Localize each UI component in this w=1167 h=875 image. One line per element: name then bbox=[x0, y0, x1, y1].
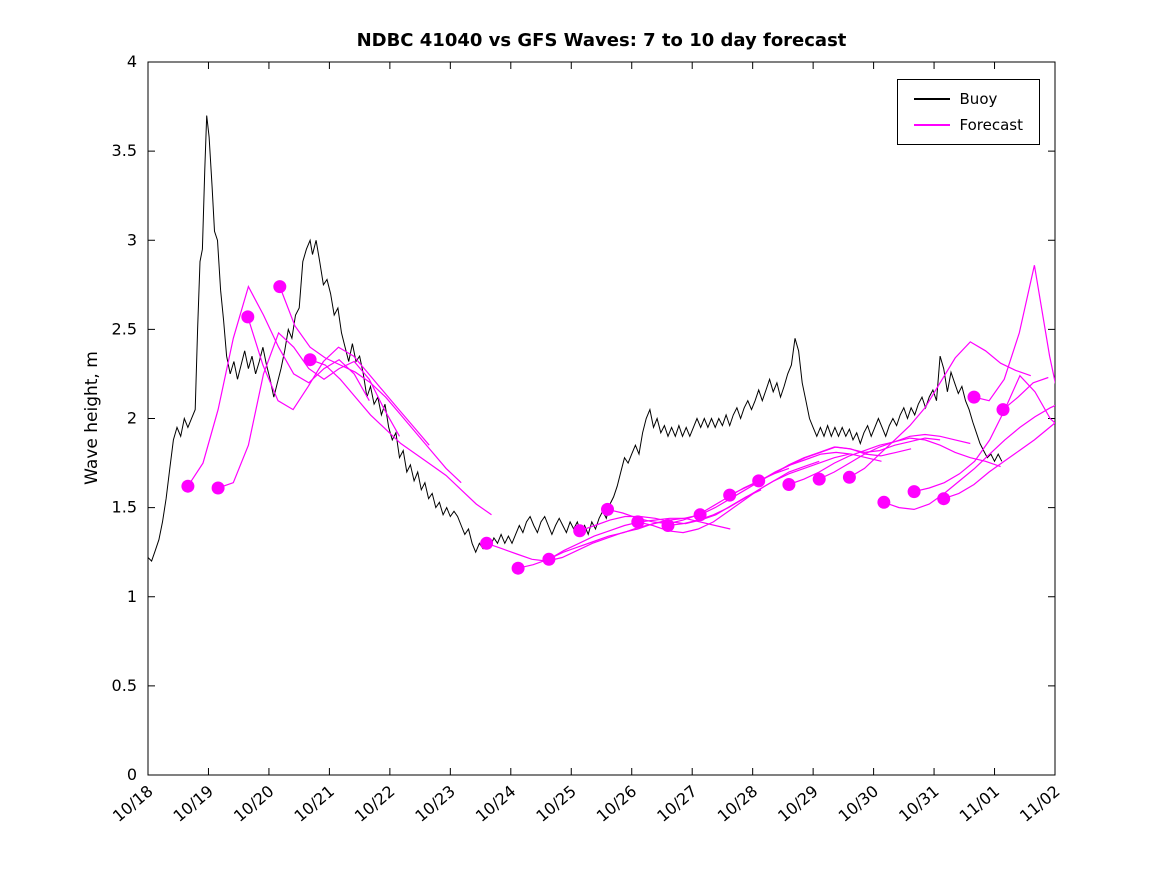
buoy-series-line bbox=[148, 115, 1003, 563]
legend: Buoy Forecast bbox=[896, 79, 1040, 145]
y-axis-label: Wave height, m bbox=[82, 351, 102, 485]
forecast-series-line bbox=[758, 437, 941, 482]
series-group bbox=[148, 115, 1055, 575]
forecast-series-line bbox=[187, 285, 370, 487]
x-tick-label: 10/30 bbox=[835, 782, 883, 826]
y-tick-label: 3.5 bbox=[112, 141, 137, 160]
y-tick-label: 3 bbox=[127, 230, 137, 249]
x-tick-label: 10/22 bbox=[351, 782, 399, 826]
forecast-start-marker bbox=[181, 479, 195, 493]
forecast-start-marker bbox=[782, 478, 796, 491]
x-tick-label: 10/19 bbox=[170, 782, 218, 826]
forecast-series-line bbox=[279, 286, 462, 484]
x-tick-label: 10/26 bbox=[593, 782, 641, 826]
forecast-series-line bbox=[1002, 376, 1049, 411]
forecast-start-marker bbox=[573, 524, 587, 538]
forecast-start-marker bbox=[480, 536, 494, 550]
buoy-line-swatch bbox=[913, 98, 950, 100]
forecast-start-marker bbox=[661, 519, 675, 532]
forecast-series-line bbox=[486, 519, 669, 562]
x-tick-label: 11/01 bbox=[956, 782, 1004, 826]
chart-title: NDBC 41040 vs GFS Waves: 7 to 10 day for… bbox=[356, 30, 847, 51]
y-tick-label: 2.5 bbox=[112, 319, 137, 338]
forecast-series-line bbox=[883, 404, 1055, 511]
y-tick-label: 2 bbox=[127, 409, 137, 428]
legend-label-forecast: Forecast bbox=[959, 116, 1023, 134]
forecast-start-marker bbox=[812, 472, 826, 486]
x-tick-label: 10/25 bbox=[532, 782, 580, 826]
forecast-start-marker bbox=[937, 492, 951, 506]
y-tick-label: 0.5 bbox=[112, 676, 137, 695]
forecast-start-marker bbox=[752, 474, 766, 488]
forecast-start-marker bbox=[511, 561, 525, 575]
forecast-start-marker bbox=[967, 390, 981, 404]
forecast-start-marker bbox=[996, 403, 1010, 417]
legend-item-buoy: Buoy bbox=[913, 90, 1023, 108]
forecast-series-line bbox=[247, 316, 430, 446]
y-tick-label: 4 bbox=[127, 52, 137, 71]
forecast-series-line bbox=[818, 437, 1001, 480]
axes-box bbox=[147, 61, 1056, 776]
forecast-start-marker bbox=[842, 470, 856, 484]
forecast-start-marker bbox=[241, 310, 255, 324]
forecast-start-marker bbox=[907, 485, 921, 499]
x-tick-label: 10/18 bbox=[109, 782, 157, 826]
forecast-series-line bbox=[788, 433, 971, 486]
forecast-start-marker bbox=[211, 481, 225, 495]
x-tick-label: 10/21 bbox=[290, 782, 338, 826]
forecast-start-marker bbox=[723, 488, 737, 502]
forecast-start-marker bbox=[542, 552, 556, 566]
forecast-series-line bbox=[973, 265, 1055, 402]
x-tick-label: 10/24 bbox=[472, 782, 520, 826]
forecast-series-line bbox=[943, 422, 1055, 500]
forecast-line-swatch bbox=[913, 124, 950, 126]
x-tick-label: 10/28 bbox=[714, 782, 762, 826]
x-tick-label: 10/29 bbox=[774, 782, 822, 826]
forecast-series-line bbox=[309, 359, 492, 516]
x-tick-label: 11/02 bbox=[1016, 782, 1064, 826]
forecast-start-marker bbox=[631, 515, 645, 529]
forecast-series-line bbox=[849, 341, 1031, 478]
forecast-start-marker bbox=[877, 495, 891, 509]
legend-label-buoy: Buoy bbox=[959, 90, 998, 108]
forecast-start-marker bbox=[693, 508, 707, 522]
forecast-start-marker bbox=[303, 353, 317, 367]
legend-item-forecast: Forecast bbox=[913, 116, 1023, 134]
x-tick-label: 10/23 bbox=[411, 782, 459, 826]
x-tick-label: 10/27 bbox=[653, 782, 701, 826]
forecast-start-marker bbox=[273, 280, 287, 294]
x-tick-label: 10/31 bbox=[895, 782, 943, 826]
y-tick-label: 0 bbox=[127, 765, 137, 784]
forecast-series-line bbox=[217, 331, 401, 489]
y-tick-label: 1.5 bbox=[112, 498, 137, 517]
forecast-start-marker bbox=[601, 502, 614, 516]
x-tick-label: 10/20 bbox=[230, 782, 278, 826]
y-tick-label: 1 bbox=[127, 587, 137, 606]
forecast-series-line bbox=[913, 374, 1055, 493]
